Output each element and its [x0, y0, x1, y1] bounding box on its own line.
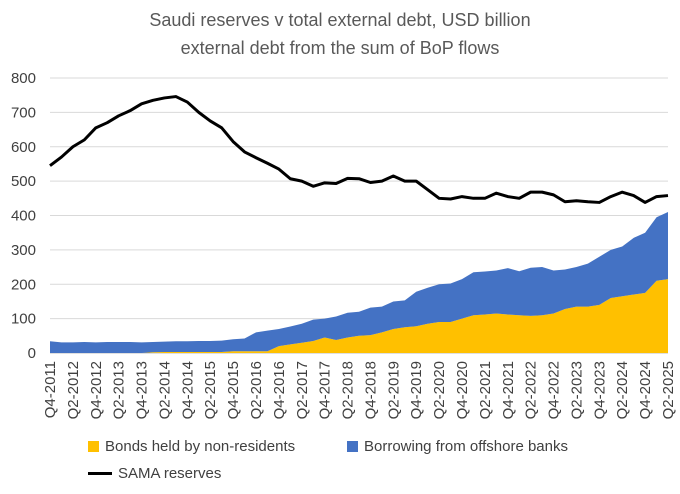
x-tick-label: Q2-2023: [568, 361, 585, 419]
area-series-banks: [50, 212, 668, 353]
y-tick-label: 800: [11, 70, 36, 87]
y-tick-label: 0: [28, 345, 36, 362]
x-tick-label: Q2-2024: [614, 361, 631, 419]
x-tick-label: Q4-2024: [637, 361, 654, 419]
legend-swatch-banks: [347, 441, 358, 452]
y-tick-label: 100: [11, 311, 36, 328]
chart-title: Saudi reserves v total external debt, US…: [149, 10, 531, 30]
x-tick-label: Q4-2014: [179, 361, 196, 419]
x-axis-ticks: Q4-2011 Q2-2012 Q4-2012 Q2-2013 Q4-2013 Q2-20…: [42, 361, 677, 419]
x-tick-label: Q2-2025: [660, 361, 677, 419]
x-tick-label: Q4-2015: [225, 361, 242, 419]
x-tick-label: Q2-2016: [248, 361, 265, 419]
y-tick-label: 500: [11, 173, 36, 190]
x-tick-label: Q4-2013: [134, 361, 151, 419]
legend-swatch-reserves: [88, 472, 112, 475]
legend-label-banks: Borrowing from offshore banks: [364, 438, 568, 455]
x-tick-label: Q4-2018: [362, 361, 379, 419]
y-tick-label: 300: [11, 242, 36, 259]
legend-label-reserves: SAMA reserves: [118, 465, 222, 482]
x-tick-label: Q2-2013: [111, 361, 128, 419]
x-tick-label: Q4-2016: [271, 361, 288, 419]
legend-item-banks: Borrowing from offshore banks: [347, 438, 568, 455]
x-tick-label: Q4-2011: [42, 361, 59, 418]
x-tick-label: Q4-2021: [500, 361, 517, 419]
x-tick-label: Q4-2017: [317, 361, 334, 419]
x-tick-label: Q2-2012: [65, 361, 82, 419]
y-tick-label: 400: [11, 208, 36, 225]
y-tick-label: 200: [11, 276, 36, 293]
x-tick-label: Q2-2014: [156, 361, 173, 419]
legend-swatch-bonds: [88, 441, 99, 452]
x-tick-label: Q2-2020: [431, 361, 448, 419]
x-tick-label: Q2-2021: [477, 361, 494, 419]
x-tick-label: Q4-2022: [546, 361, 563, 419]
y-axis-ticks: 0 100 200 300 400 500 600 700 800: [11, 70, 36, 362]
x-tick-label: Q2-2015: [202, 361, 219, 419]
y-tick-label: 700: [11, 104, 36, 121]
stacked-areas: [50, 212, 668, 353]
x-tick-label: Q2-2018: [340, 361, 357, 419]
x-tick-label: Q4-2023: [591, 361, 608, 419]
area-series-bonds: [50, 279, 668, 353]
line-series: [49, 95, 669, 204]
x-tick-label: Q4-2012: [88, 361, 105, 419]
legend-item-reserves: SAMA reserves: [88, 465, 221, 482]
x-tick-label: Q2-2017: [294, 361, 311, 419]
y-tick-label: 600: [11, 139, 36, 156]
x-tick-label: Q4-2019: [408, 361, 425, 419]
legend-label-bonds: Bonds held by non-residents: [105, 438, 296, 455]
x-tick-label: Q2-2022: [523, 361, 540, 419]
x-tick-label: Q4-2020: [454, 361, 471, 419]
legend-item-bonds: Bonds held by non-residents: [88, 438, 295, 455]
line-series-reserves: [49, 95, 669, 204]
chart-subtitle: external debt from the sum of BoP flows: [180, 38, 500, 58]
x-tick-label: Q2-2019: [385, 361, 402, 419]
